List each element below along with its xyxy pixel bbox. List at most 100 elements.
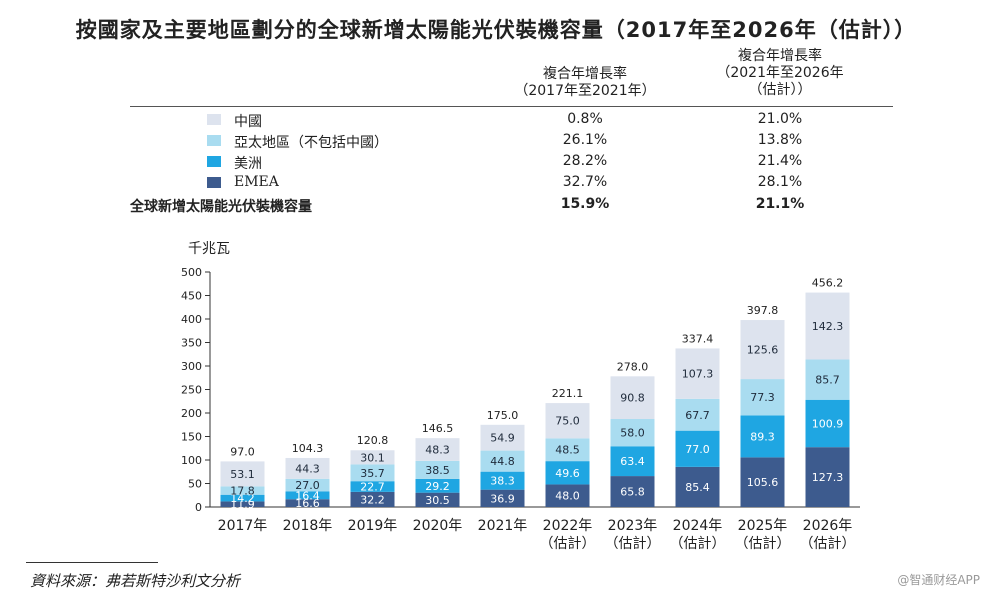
y-tick-label: 250: [181, 384, 202, 397]
bar-value-label: 58.0: [620, 427, 645, 440]
legend-row-apac: 亞太地區（不包括中國） 26.1% 13.8%: [0, 132, 992, 152]
bar-value-label: 105.6: [747, 476, 779, 489]
bar-segment-0: [545, 484, 590, 507]
cagr-header-2-line-3: （估計））: [748, 82, 812, 98]
bar-value-label: 75.0: [555, 415, 580, 428]
legend-swatch-americas: [207, 156, 221, 167]
bar-segment-3: [805, 292, 850, 360]
y-tick-label: 300: [181, 360, 202, 373]
cagr-header-2-line-1: 複合年增長率: [738, 48, 822, 64]
y-tick-label: 50: [188, 478, 202, 491]
bar-value-label: 16.6: [295, 497, 320, 510]
cagr-header-2017-2021: 複合年增長率 （2017年至2021年）: [505, 66, 665, 100]
x-category-label: 2023年: [608, 518, 658, 534]
bar-segment-2: [285, 478, 330, 492]
bar-segment-1: [545, 461, 590, 485]
y-tick-label: 400: [181, 313, 202, 326]
bar-segment-3: [545, 403, 590, 439]
bar-segment-1: [285, 491, 330, 500]
bar-value-label: 53.1: [230, 468, 255, 481]
bar-value-label: 30.1: [360, 451, 385, 464]
bar-total-label: 175.0: [487, 409, 519, 422]
bar-value-label: 11.9: [230, 498, 255, 511]
source-note: 資料來源：弗若斯特沙利文分析: [30, 572, 241, 590]
bar-segment-1: [675, 430, 720, 467]
bar-segment-0: [285, 499, 330, 507]
cagr-2021-2026-total: 21.1%: [755, 196, 805, 212]
bar-total-label: 278.0: [617, 360, 649, 373]
bar-segment-1: [350, 481, 395, 492]
bar-total-label: 337.4: [682, 332, 714, 345]
legend-row-emea: EMEA 32.7% 28.1%: [0, 174, 992, 194]
total-row-label: 全球新增太陽能光伏裝機容量: [130, 199, 312, 215]
cagr-2021-2026-emea: 28.1%: [757, 174, 803, 190]
bar-segment-2: [480, 450, 525, 472]
bar-segment-3: [220, 461, 265, 487]
cagr-header-1-line-2: （2017年至2021年）: [514, 83, 656, 99]
bar-segment-2: [610, 419, 655, 447]
bar-segment-0: [480, 489, 525, 507]
bar-segment-1: [740, 415, 785, 458]
bar-value-label: 36.9: [490, 492, 515, 505]
bar-value-label: 90.8: [620, 392, 645, 405]
bar-value-label: 35.7: [360, 467, 385, 480]
y-tick-label: 0: [195, 501, 202, 514]
cagr-header-2021-2026: 複合年增長率 （2021年至2026年 （估計））: [700, 48, 860, 99]
page-title: 按國家及主要地區劃分的全球新增太陽能光伏裝機容量（2017年至2026年（估計）…: [75, 18, 917, 42]
legend-label-emea: EMEA: [234, 174, 279, 190]
legend-label-americas: 美洲: [234, 156, 262, 172]
x-category-label: 2020年: [413, 518, 463, 534]
legend-row-china: 中國 0.8% 21.0%: [0, 111, 992, 131]
bar-segment-1: [220, 494, 265, 502]
x-category-label: 2017年: [218, 518, 268, 534]
x-category-label: 2021年: [478, 518, 528, 534]
legend-row-americas: 美洲 28.2% 21.4%: [0, 153, 992, 173]
cagr-2021-2026-apac: 13.8%: [757, 132, 803, 148]
watermark: @智通财经APP: [897, 573, 980, 587]
cagr-2017-2021-china: 0.8%: [567, 111, 603, 127]
legend-label-china: 中國: [234, 114, 262, 130]
x-category-label: 2025年: [738, 518, 788, 534]
source-divider: [26, 562, 158, 563]
bar-value-label: 44.3: [295, 462, 320, 475]
cagr-2017-2021-emea: 32.7%: [562, 174, 608, 190]
bar-total-label: 120.8: [357, 434, 389, 447]
bar-segment-1: [415, 478, 460, 493]
x-category-label: 2026年: [803, 518, 853, 534]
bar-value-label: 16.4: [295, 489, 320, 502]
bar-total-label: 221.1: [552, 387, 584, 400]
bar-total-label: 97.0: [230, 445, 255, 458]
x-category-label: （估計）: [735, 536, 791, 552]
x-category-label: 2018年: [283, 518, 333, 534]
cagr-2017-2021-americas: 28.2%: [562, 153, 608, 169]
x-category-label: （估計）: [605, 536, 661, 552]
y-axis-unit: 千兆瓦: [188, 241, 230, 257]
cagr-header-2-line-2: （2021年至2026年: [716, 65, 844, 81]
bar-value-label: 54.9: [490, 432, 515, 445]
bar-value-label: 14.2: [230, 492, 255, 505]
bar-value-label: 49.6: [555, 467, 580, 480]
bar-value-label: 77.3: [750, 391, 775, 404]
bar-segment-0: [350, 491, 395, 507]
bar-value-label: 107.3: [682, 368, 714, 381]
legend-swatch-emea: [207, 177, 221, 188]
y-tick-label: 450: [181, 290, 202, 303]
x-category-label: （估計）: [800, 536, 856, 552]
bar-value-label: 29.2: [425, 480, 450, 493]
bar-value-label: 38.5: [425, 464, 450, 477]
bar-segment-2: [805, 359, 850, 400]
bar-total-label: 104.3: [292, 442, 324, 455]
y-tick-label: 350: [181, 337, 202, 350]
bar-segment-0: [675, 466, 720, 507]
cagr-2017-2021-total: 15.9%: [560, 196, 610, 212]
bar-segment-1: [610, 446, 655, 477]
bar-value-label: 48.0: [555, 490, 580, 503]
bar-segment-0: [740, 457, 785, 507]
x-category-label: 2019年: [348, 518, 398, 534]
total-row: 全球新增太陽能光伏裝機容量 15.9% 21.1%: [0, 196, 992, 216]
bar-value-label: 63.4: [620, 455, 645, 468]
bar-value-label: 89.3: [750, 430, 775, 443]
bar-value-label: 48.5: [555, 444, 580, 457]
bar-total-label: 146.5: [422, 422, 454, 435]
bar-segment-3: [675, 348, 720, 399]
